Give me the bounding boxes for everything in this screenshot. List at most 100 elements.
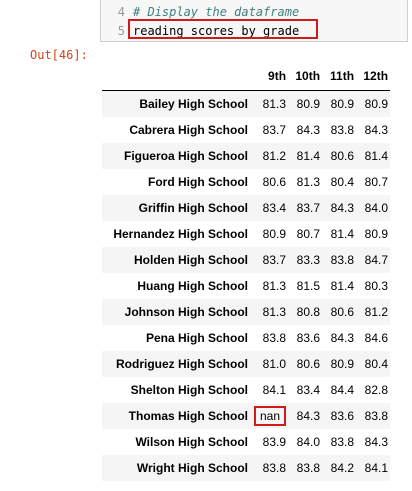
nan-value: nan	[254, 406, 287, 426]
row-index-label: Cabrera High School	[129, 123, 248, 137]
table-cell: 84.6	[364, 331, 389, 345]
table-cell: 84.1	[262, 383, 287, 397]
table-cell: 83.8	[330, 253, 355, 267]
row-index-label: Ford High School	[148, 175, 248, 189]
row-index-label: Holden High School	[134, 253, 248, 267]
row-index-label: Thomas High School	[128, 409, 248, 423]
table-cell: 81.0	[262, 357, 287, 371]
table-cell: 81.4	[296, 149, 321, 163]
table-row: Thomas High School nan 84.3 83.6 83.8	[102, 403, 391, 429]
table-cell: 83.8	[262, 331, 287, 345]
row-index-label: Rodriguez High School	[116, 357, 248, 371]
table-cell: 83.9	[262, 435, 287, 449]
table-cell: 80.6	[296, 357, 321, 371]
table-cell: 83.6	[296, 331, 321, 345]
table-cell: 81.3	[262, 97, 287, 111]
line-number: 5	[117, 24, 125, 38]
table-row: Wright High School 83.8 83.8 84.2 84.1	[102, 455, 391, 481]
table-cell: 84.3	[364, 435, 389, 449]
code-comment: # Display the dataframe	[133, 5, 300, 19]
output-prompt: Out[46]:	[30, 48, 88, 62]
table-cell: 83.3	[296, 253, 321, 267]
table-row: Shelton High School 84.1 83.4 84.4 82.8	[102, 377, 390, 403]
table-cell: 83.8	[364, 409, 389, 423]
table-cell: 84.4	[330, 383, 355, 397]
table-cell: 80.4	[330, 175, 355, 189]
row-index-label: Pena High School	[145, 331, 248, 345]
row-index-label: Johnson High School	[124, 305, 248, 319]
highlight-box	[128, 19, 318, 39]
table-row: Huang High School 81.3 81.5 81.4 80.3	[102, 273, 390, 299]
table-cell: 81.3	[262, 279, 287, 293]
table-cell: 84.7	[364, 253, 389, 267]
table-cell: 80.6	[330, 149, 355, 163]
table-cell: 80.9	[296, 97, 321, 111]
table-cell: 84.1	[364, 461, 389, 475]
table-row: Johnson High School 81.3 80.8 80.6 81.2	[102, 299, 391, 325]
table-row: Figueroa High School 81.2 81.4 80.6 81.4	[102, 143, 391, 169]
row-index-label: Wright High School	[136, 461, 248, 475]
table-cell: 83.8	[296, 461, 321, 475]
table-cell: 83.8	[262, 461, 287, 475]
table-cell: 80.9	[262, 227, 287, 241]
table-row: Holden High School 83.7 83.3 83.8 84.7	[102, 247, 391, 273]
table-cell: 80.6	[262, 175, 287, 189]
table-row: Pena High School 83.8 83.6 84.3 84.6	[102, 325, 390, 351]
row-index-label: Wilson High School	[135, 435, 248, 449]
table-row: Bailey High School 81.3 80.9 80.9 80.9	[102, 90, 391, 117]
table-row: Wilson High School 83.9 84.0 83.8 84.3	[102, 429, 390, 455]
table-cell: 81.3	[262, 305, 287, 319]
code-statement: reading_scores_by_grade	[133, 24, 300, 38]
table-cell: 81.4	[330, 227, 355, 241]
table-row: Cabrera High School 83.7 84.3 83.8 84.3	[102, 117, 390, 143]
table-cell: 83.4	[296, 383, 321, 397]
code-cell[interactable]: 4 # Display the dataframe 5 reading_scor…	[100, 0, 408, 42]
table-cell: 84.3	[296, 409, 321, 423]
table-cell: 80.9	[364, 227, 389, 241]
column-header: 12th	[356, 62, 391, 91]
table-cell: 80.7	[364, 175, 389, 189]
table-row: Griffin High School 83.4 83.7 84.3 84.0	[102, 195, 391, 221]
table-cell: 83.7	[296, 201, 321, 215]
table-cell: 81.4	[330, 279, 355, 293]
table-cell: 81.4	[364, 149, 389, 163]
row-index-label: Shelton High School	[130, 383, 248, 397]
table-cell: 84.3	[330, 331, 355, 345]
table-cell: 84.3	[330, 201, 355, 215]
table-header-row: 9th 10th 11th 12th	[102, 62, 391, 91]
table-cell: 80.4	[364, 357, 389, 371]
table-cell: 81.2	[262, 149, 287, 163]
row-index-label: Hernandez High School	[113, 227, 248, 241]
table-cell: 83.8	[330, 123, 355, 137]
table-cell: 82.8	[364, 383, 389, 397]
table-cell: 80.9	[364, 97, 389, 111]
table-cell: 80.8	[296, 305, 321, 319]
table-cell: 84.2	[330, 461, 355, 475]
table-cell: 84.3	[364, 123, 389, 137]
table-row: Hernandez High School 80.9 80.7 81.4 80.9	[102, 221, 390, 247]
table-cell: 83.6	[330, 409, 355, 423]
index-header	[102, 62, 254, 91]
column-header: 10th	[288, 62, 323, 91]
table-cell: 80.7	[296, 227, 321, 241]
table-cell: 83.7	[262, 123, 287, 137]
table-cell: 81.3	[296, 175, 321, 189]
table-cell: 83.4	[262, 201, 287, 215]
table-cell: 84.0	[364, 201, 389, 215]
table-cell: 80.9	[330, 97, 355, 111]
dataframe-table: 9th 10th 11th 12th Bailey High School 81.…	[102, 62, 391, 481]
table-cell: 84.0	[296, 435, 321, 449]
row-index-label: Huang High School	[137, 279, 248, 293]
table-cell: 83.8	[330, 435, 355, 449]
row-index-label: Griffin High School	[138, 201, 248, 215]
row-index-label: Bailey High School	[139, 97, 248, 111]
table-cell: 81.5	[296, 279, 321, 293]
table-cell: 80.3	[364, 279, 389, 293]
nan-highlight-cell: nan	[254, 403, 288, 429]
table-cell: 80.6	[330, 305, 355, 319]
table-row: Ford High School 80.6 81.3 80.4 80.7	[102, 169, 390, 195]
row-index-label: Figueroa High School	[123, 149, 248, 163]
table-row: Rodriguez High School 81.0 80.6 80.9 80.4	[102, 351, 391, 377]
column-header: 11th	[322, 62, 357, 91]
line-number: 4	[117, 5, 125, 19]
